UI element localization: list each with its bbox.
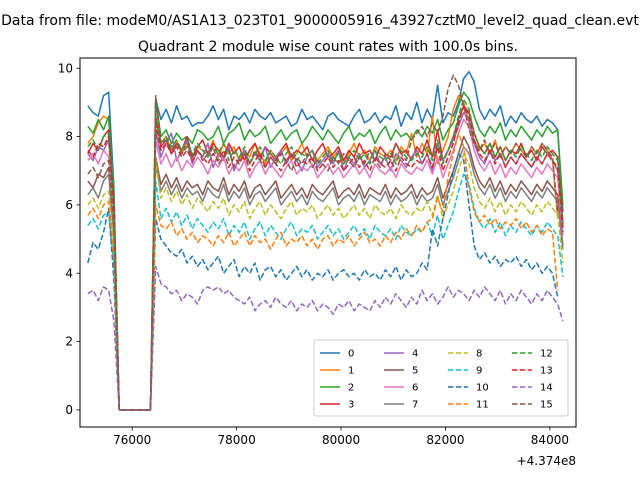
series-line-0	[87, 70, 564, 411]
x-tick-label: 80000	[322, 433, 360, 447]
y-tick-label: 8	[65, 130, 73, 144]
series-line-11	[87, 132, 559, 411]
legend-label-13: 13	[540, 366, 553, 377]
legend-label-7: 7	[412, 400, 418, 411]
legend-label-0: 0	[348, 349, 354, 360]
chart-title: Quadrant 2 module wise count rates with …	[138, 39, 518, 55]
legend-label-14: 14	[540, 383, 553, 394]
y-tick-label: 6	[65, 198, 73, 212]
legend-label-6: 6	[412, 383, 418, 394]
legend-label-2: 2	[348, 383, 354, 394]
legend-label-9: 9	[476, 366, 482, 377]
x-tick-label: 76000	[113, 433, 151, 447]
series-line-13	[87, 105, 564, 411]
series-line-12	[87, 98, 564, 411]
legend-label-1: 1	[348, 366, 354, 377]
y-tick-label: 4	[65, 266, 73, 280]
x-axis: 76000 78000 80000 82000 84000	[113, 427, 569, 447]
series-line-8	[87, 152, 564, 411]
y-tick-label: 2	[65, 335, 73, 349]
series-layer	[87, 70, 564, 411]
legend-label-10: 10	[476, 383, 489, 394]
series-line-5	[87, 135, 564, 411]
series-line-15	[87, 74, 559, 411]
legend-label-8: 8	[476, 349, 482, 360]
series-line-10	[87, 152, 559, 411]
y-tick-label: 0	[65, 403, 73, 417]
x-tick-label: 82000	[426, 433, 464, 447]
legend-label-4: 4	[412, 349, 418, 360]
legend-label-12: 12	[540, 349, 553, 360]
series-line-14	[87, 265, 564, 411]
series-line-7	[87, 146, 564, 411]
series-line-9	[87, 173, 564, 411]
y-tick-label: 10	[58, 61, 73, 75]
y-axis: 0 2 4 6 8 10	[58, 61, 80, 417]
figure-suptitle: Data from file: modeM0/AS1A13_023T01_900…	[1, 13, 639, 29]
legend-label-5: 5	[412, 366, 418, 377]
x-tick-label: 84000	[531, 433, 569, 447]
legend-label-3: 3	[348, 400, 354, 411]
plot-frame	[79, 57, 577, 428]
x-axis-offset-label: +4.374e8	[517, 454, 576, 468]
legend-label-15: 15	[540, 400, 553, 411]
legend-label-11: 11	[476, 400, 489, 411]
series-line-2	[87, 91, 564, 411]
x-tick-label: 78000	[218, 433, 256, 447]
legend-box	[313, 339, 569, 417]
